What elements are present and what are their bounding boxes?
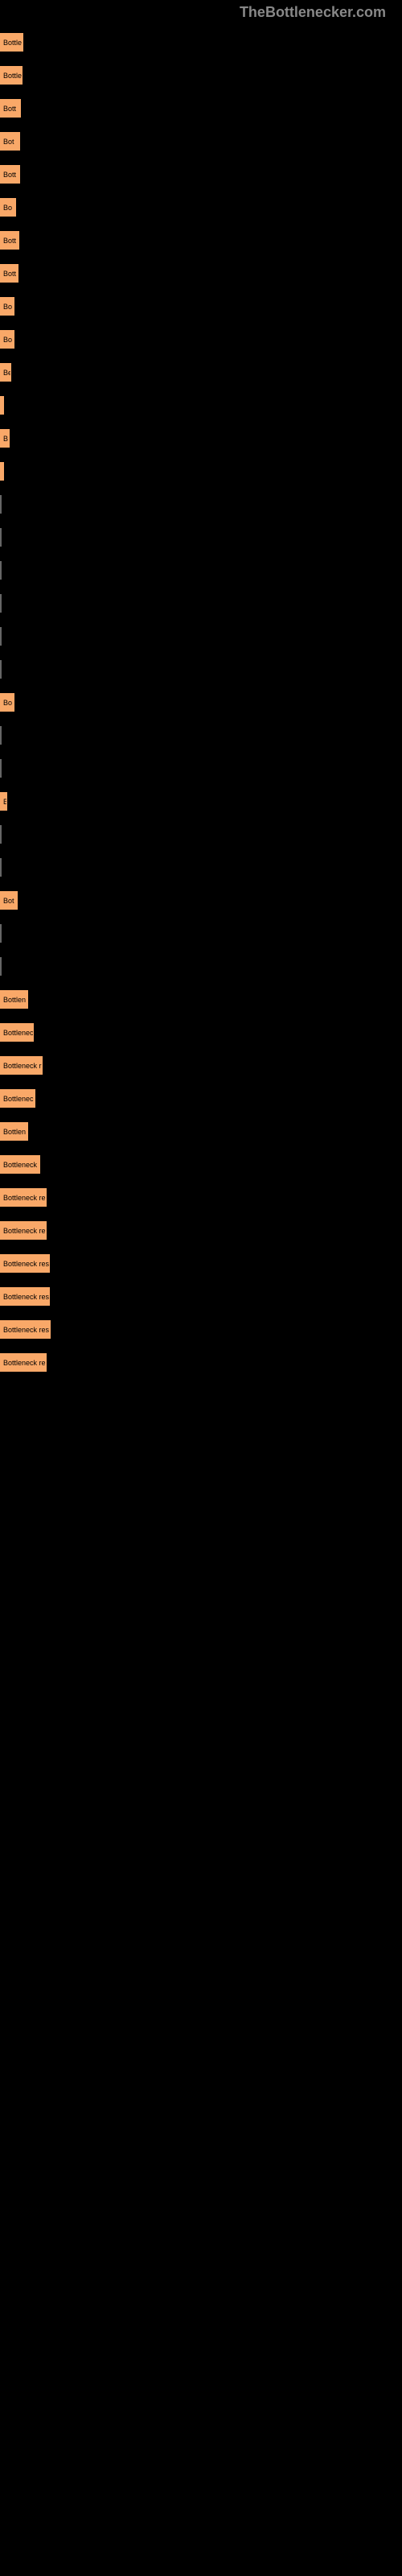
bar-row	[0, 759, 402, 778]
bar-row	[0, 726, 402, 745]
chart-bar	[0, 495, 2, 514]
chart-bar	[0, 858, 2, 877]
bar-row: Bottleneck re	[0, 1353, 402, 1372]
bar-row	[0, 495, 402, 514]
chart-bar	[0, 396, 4, 415]
chart-bar: Bot	[0, 132, 20, 151]
chart-bar	[0, 561, 2, 580]
bar-row: Bottlenec	[0, 1023, 402, 1042]
bar-row: Bottleneck res	[0, 1254, 402, 1273]
chart-bar: B	[0, 792, 7, 811]
chart-bar	[0, 528, 2, 547]
bar-row: Bo	[0, 330, 402, 349]
chart-bar: Bottle	[0, 66, 23, 85]
chart-bar: Bo	[0, 198, 16, 217]
chart-bar: Bott	[0, 231, 19, 250]
bar-row	[0, 957, 402, 976]
bar-row: Bottlenec	[0, 1089, 402, 1108]
bar-row: Bott	[0, 165, 402, 184]
bar-row: Bo	[0, 198, 402, 217]
bar-row: B	[0, 429, 402, 448]
bar-row: Bottleneck res	[0, 1320, 402, 1339]
bar-row	[0, 858, 402, 877]
bar-row	[0, 561, 402, 580]
bar-row: Bot	[0, 891, 402, 910]
chart-bar: Be	[0, 363, 11, 382]
chart-bar: Bott	[0, 264, 18, 283]
chart-bar: Bottleneck re	[0, 1353, 47, 1372]
chart-bar: Bottlenec	[0, 1089, 35, 1108]
chart-bar: Bottleneck r	[0, 1056, 43, 1075]
bar-row: Bott	[0, 99, 402, 118]
site-header: TheBottlenecker.com	[0, 0, 402, 25]
chart-bar: Bott	[0, 99, 21, 118]
chart-bar: B	[0, 429, 10, 448]
chart-bar: Bot	[0, 891, 18, 910]
bar-row: Bot	[0, 132, 402, 151]
chart-bar: Bo	[0, 330, 14, 349]
chart-bar	[0, 594, 2, 613]
chart-bar: Bo	[0, 297, 14, 316]
chart-bar: Bott	[0, 165, 20, 184]
bar-row: Bott	[0, 264, 402, 283]
chart-bar	[0, 759, 2, 778]
bar-row: Bott	[0, 231, 402, 250]
chart-bar	[0, 627, 2, 646]
bar-row: B	[0, 792, 402, 811]
bar-row	[0, 462, 402, 481]
chart-bar: Bottlen	[0, 1122, 28, 1141]
chart-bar	[0, 462, 4, 481]
bar-row	[0, 660, 402, 679]
chart-bar	[0, 825, 2, 844]
bar-row	[0, 627, 402, 646]
chart-bar: Bottleneck	[0, 1155, 40, 1174]
bar-row	[0, 924, 402, 943]
chart-bar: Bottleneck re	[0, 1221, 47, 1240]
bar-row: Bottle	[0, 66, 402, 85]
bar-row: Bottle	[0, 33, 402, 52]
bar-row: Bottleneck r	[0, 1056, 402, 1075]
chart-bar: Bottlenec	[0, 1023, 34, 1042]
bar-row	[0, 594, 402, 613]
bar-row: Bottleneck re	[0, 1188, 402, 1207]
chart-bar: Bottleneck res	[0, 1287, 50, 1306]
bar-row: Bottlen	[0, 1122, 402, 1141]
site-title: TheBottlenecker.com	[240, 4, 386, 20]
bar-row	[0, 396, 402, 415]
bar-row: Bo	[0, 693, 402, 712]
chart-bar: Bottleneck res	[0, 1320, 51, 1339]
bar-row: Bottleneck re	[0, 1221, 402, 1240]
bar-chart: Bottle Bottle Bott Bot Bott Bo Bott Bott Bo Bo Be B…	[0, 25, 402, 1394]
bar-row: Bo	[0, 297, 402, 316]
chart-bar: Bottlen	[0, 990, 28, 1009]
bar-row	[0, 825, 402, 844]
chart-bar	[0, 924, 2, 943]
chart-bar	[0, 957, 2, 976]
bar-row: Bottleneck res	[0, 1287, 402, 1306]
chart-bar: Bottleneck re	[0, 1188, 47, 1207]
chart-bar: Bo	[0, 693, 14, 712]
bar-row: Bottleneck	[0, 1155, 402, 1174]
bar-row: Be	[0, 363, 402, 382]
chart-bar	[0, 660, 2, 679]
chart-bar: Bottle	[0, 33, 23, 52]
chart-bar: Bottleneck res	[0, 1254, 50, 1273]
bar-row: Bottlen	[0, 990, 402, 1009]
bar-row	[0, 528, 402, 547]
chart-bar	[0, 726, 2, 745]
